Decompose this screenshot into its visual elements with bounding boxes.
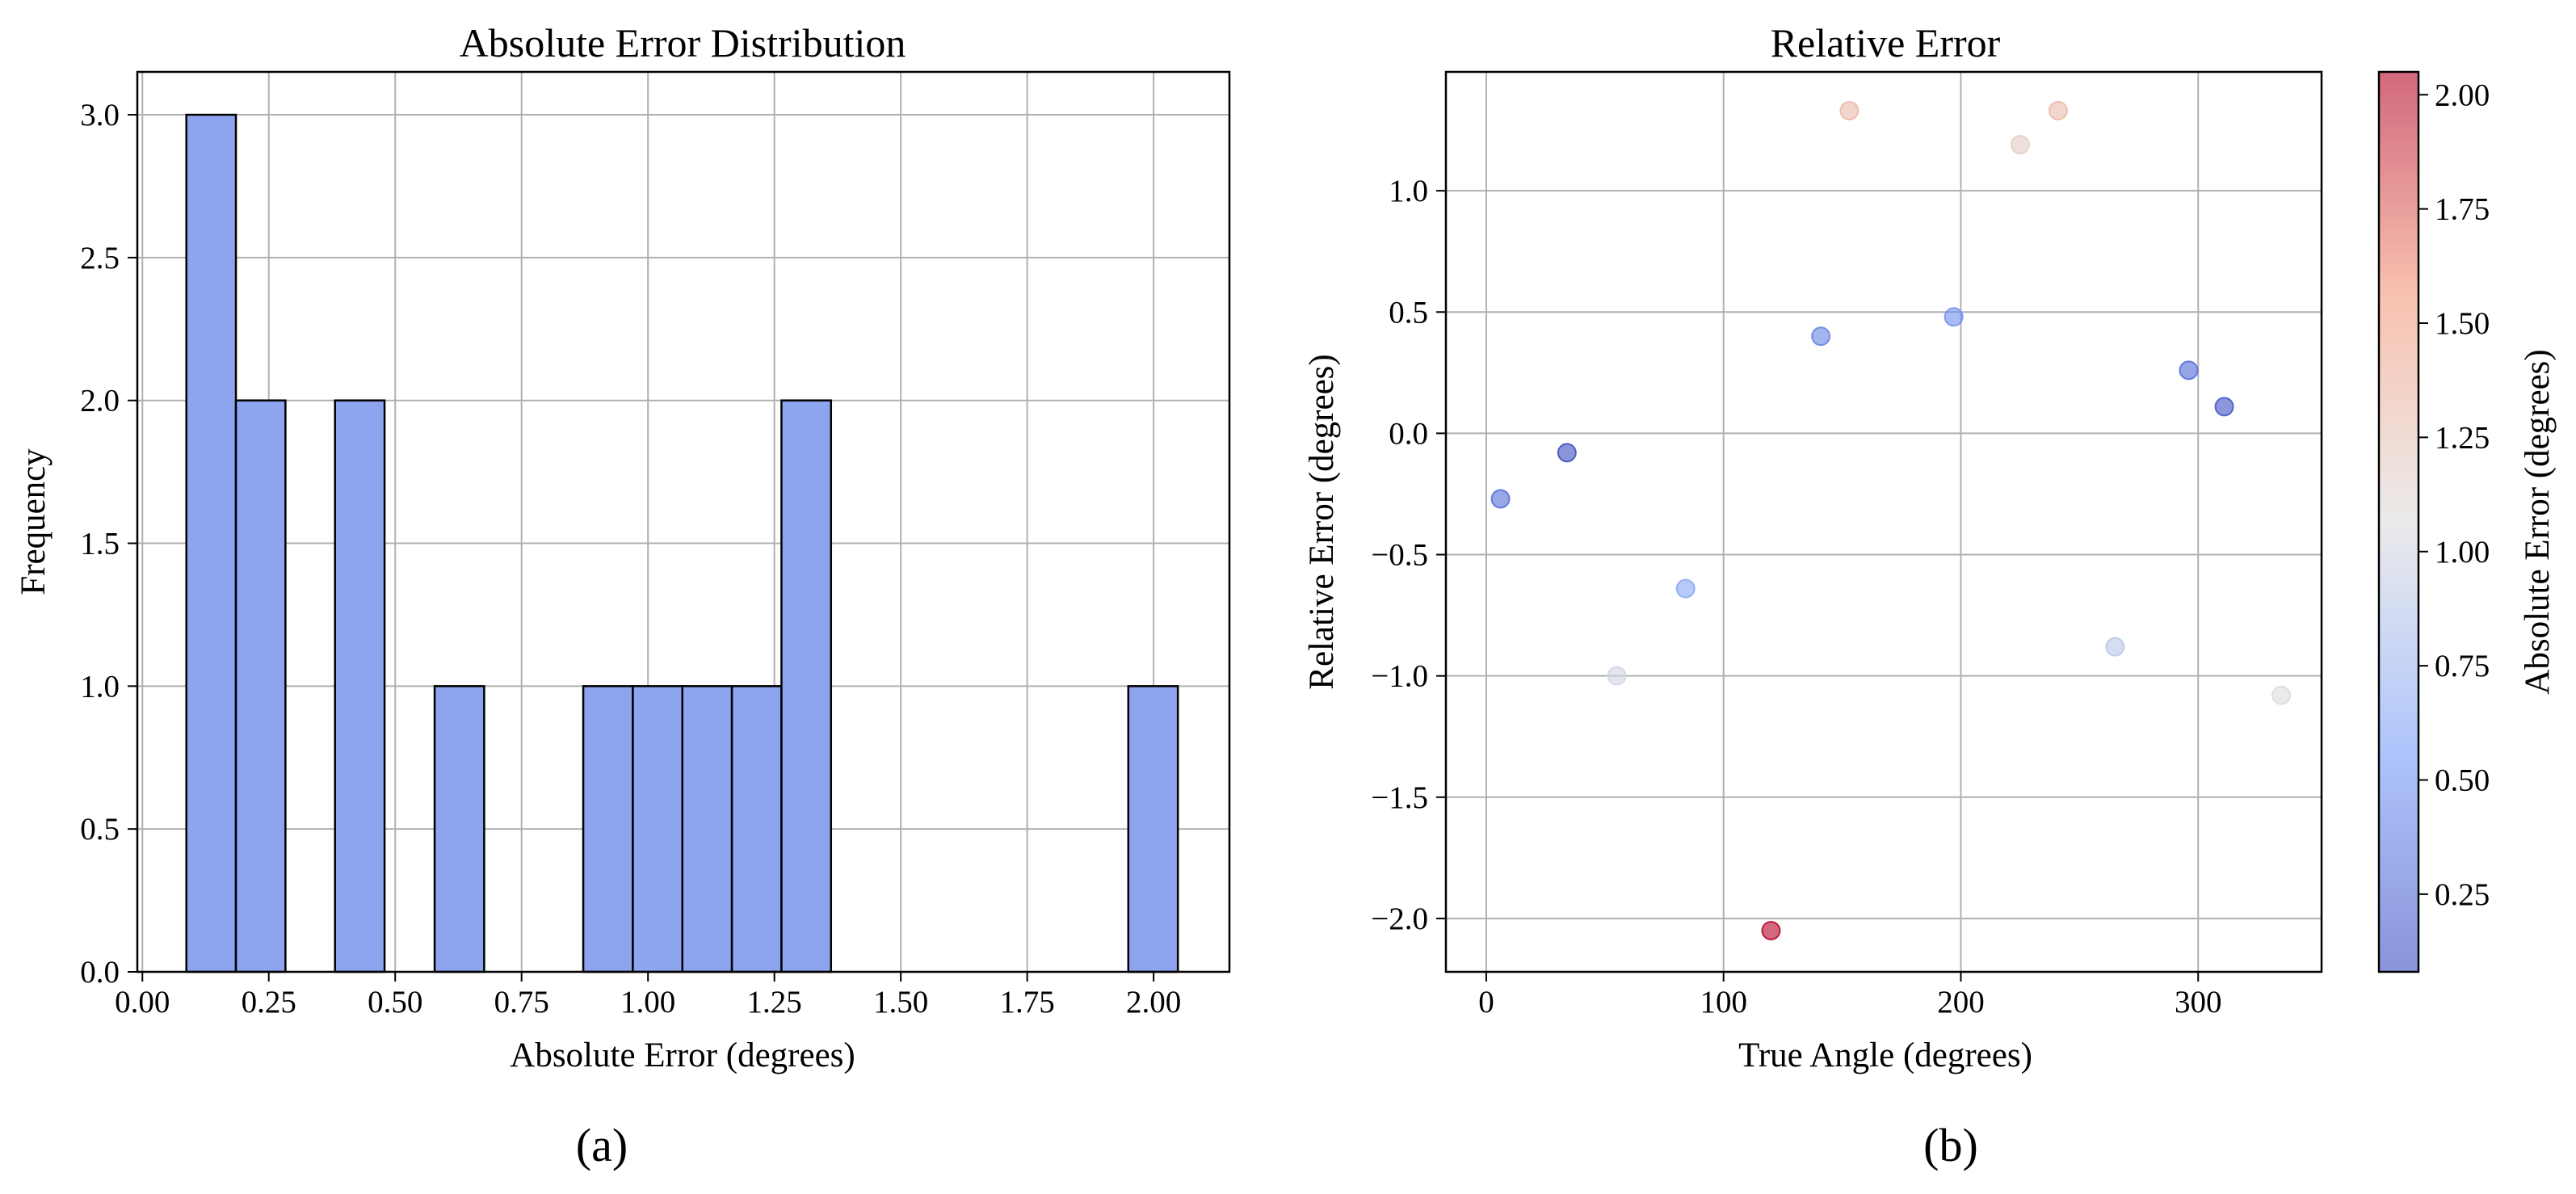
scatter-y-tick-label: −1.0: [1371, 659, 1428, 694]
histogram-x-tick-label: 1.25: [747, 985, 802, 1020]
histogram-bar: [730, 685, 783, 973]
scatter-x-tick-label: 300: [2175, 985, 2222, 1020]
histogram-bar: [433, 685, 485, 973]
scatter-panel: Relative Error 0 100 200 300 −2.0 −1.5 −1.0 −0…: [1303, 20, 2557, 1171]
scatter-point: [1490, 489, 1511, 509]
scatter-y-ticks: −2.0 −1.5 −1.0 −0.5 0.0 0.5 1.0: [1371, 174, 1446, 936]
histogram-bar: [681, 685, 733, 973]
histogram-x-tick-label: 0.25: [242, 985, 296, 1020]
scatter-point: [1557, 443, 1577, 463]
panel-label-a: (a): [576, 1119, 628, 1171]
histogram-panel: Absolute Error Distribution 0.00 0.25 0.50…: [15, 20, 1231, 1171]
scatter-y-tick-label: 1.0: [1389, 174, 1428, 208]
histogram-bar: [1127, 685, 1179, 973]
scatter-point: [1675, 578, 1696, 599]
colorbar-tick-label: 1.50: [2435, 306, 2490, 341]
scatter-point: [2010, 135, 2030, 155]
histogram-y-axis-label: Frequency: [15, 448, 53, 595]
histogram-bars: [185, 113, 1179, 973]
scatter-x-axis-label: True Angle (degrees): [1738, 1036, 2032, 1074]
scatter-title: Relative Error: [1771, 20, 2001, 65]
histogram-bar: [632, 685, 683, 973]
scatter-axes-frame: [1444, 70, 2323, 973]
scatter-point: [1944, 307, 1964, 327]
histogram-axes-frame: [136, 70, 1231, 973]
histogram-x-tick-label: 1.50: [873, 985, 928, 1020]
histogram-x-tick-label: 1.75: [1000, 985, 1055, 1020]
histogram-y-ticks: 0.0 0.5 1.0 1.5 2.0 2.5 3.0: [80, 98, 137, 990]
colorbar-tick-label: 0.25: [2435, 877, 2490, 912]
scatter-point: [2179, 360, 2199, 380]
colorbar-frame: [2377, 70, 2420, 973]
histogram-y-tick-label: 2.0: [80, 384, 120, 418]
scatter-point: [1811, 326, 1831, 347]
scatter-gridlines: [1446, 72, 2322, 972]
scatter-y-tick-label: −1.5: [1371, 780, 1428, 815]
histogram-y-tick-label: 0.5: [80, 812, 120, 847]
scatter-y-tick-label: −2.0: [1371, 902, 1428, 936]
histogram-y-tick-label: 0.0: [80, 955, 120, 990]
scatter-x-tick-label: 100: [1700, 985, 1747, 1020]
colorbar-tick-label: 2.00: [2435, 78, 2490, 112]
colorbar: 0.25 0.50 0.75 1.00 1.25 1.50 1.75 2.00 Absolut…: [2377, 70, 2557, 973]
colorbar-ticks: 0.25 0.50 0.75 1.00 1.25 1.50 1.75 2.00: [2418, 78, 2490, 912]
scatter-x-ticks: 0 100 200 300: [1478, 972, 2221, 1020]
histogram-y-tick-label: 1.0: [80, 669, 120, 704]
histogram-y-tick-label: 2.5: [80, 241, 120, 275]
histogram-gridlines: [137, 72, 1229, 973]
colorbar-tick-label: 0.50: [2435, 763, 2490, 797]
histogram-bar: [334, 399, 386, 973]
histogram-bar: [185, 113, 237, 973]
histogram-x-tick-label: 1.00: [620, 985, 675, 1020]
scatter-point: [1839, 101, 1860, 121]
colorbar-gradient: [2379, 72, 2418, 972]
scatter-point: [1761, 920, 1781, 940]
scatter-points: [1490, 101, 2292, 940]
scatter-point: [2048, 101, 2068, 121]
scatter-point: [2214, 397, 2234, 417]
scatter-x-tick-label: 0: [1478, 985, 1494, 1020]
histogram-x-tick-label: 0.75: [494, 985, 549, 1020]
histogram-x-tick-label: 2.00: [1126, 985, 1181, 1020]
histogram-x-ticks: 0.00 0.25 0.50 0.75 1.00 1.25 1.50 1.75 2.00: [115, 972, 1181, 1020]
scatter-point: [1607, 666, 1627, 686]
scatter-y-axis-label: Relative Error (degrees): [1303, 354, 1341, 689]
colorbar-tick-label: 1.25: [2435, 420, 2490, 455]
scatter-y-tick-label: 0.0: [1389, 416, 1428, 451]
colorbar-label: Absolute Error (degrees): [2519, 349, 2557, 694]
histogram-y-tick-label: 1.5: [80, 527, 120, 561]
histogram-bar: [582, 685, 634, 973]
scatter-y-tick-label: 0.5: [1389, 295, 1428, 330]
histogram-y-tick-label: 3.0: [80, 98, 120, 132]
histogram-x-tick-label: 0.00: [115, 985, 170, 1020]
colorbar-tick-label: 1.75: [2435, 192, 2490, 227]
colorbar-tick-label: 0.75: [2435, 649, 2490, 683]
scatter-y-tick-label: −0.5: [1371, 538, 1428, 573]
histogram-x-axis-label: Absolute Error (degrees): [510, 1036, 855, 1074]
histogram-bar: [780, 399, 833, 973]
scatter-point: [2271, 685, 2292, 705]
histogram-x-tick-label: 0.50: [368, 985, 422, 1020]
scatter-point: [2105, 637, 2125, 657]
scatter-x-tick-label: 200: [1937, 985, 1985, 1020]
histogram-bar: [234, 399, 287, 973]
colorbar-tick-label: 1.00: [2435, 535, 2490, 570]
panel-label-b: (b): [1923, 1119, 1978, 1171]
histogram-title: Absolute Error Distribution: [460, 20, 906, 65]
